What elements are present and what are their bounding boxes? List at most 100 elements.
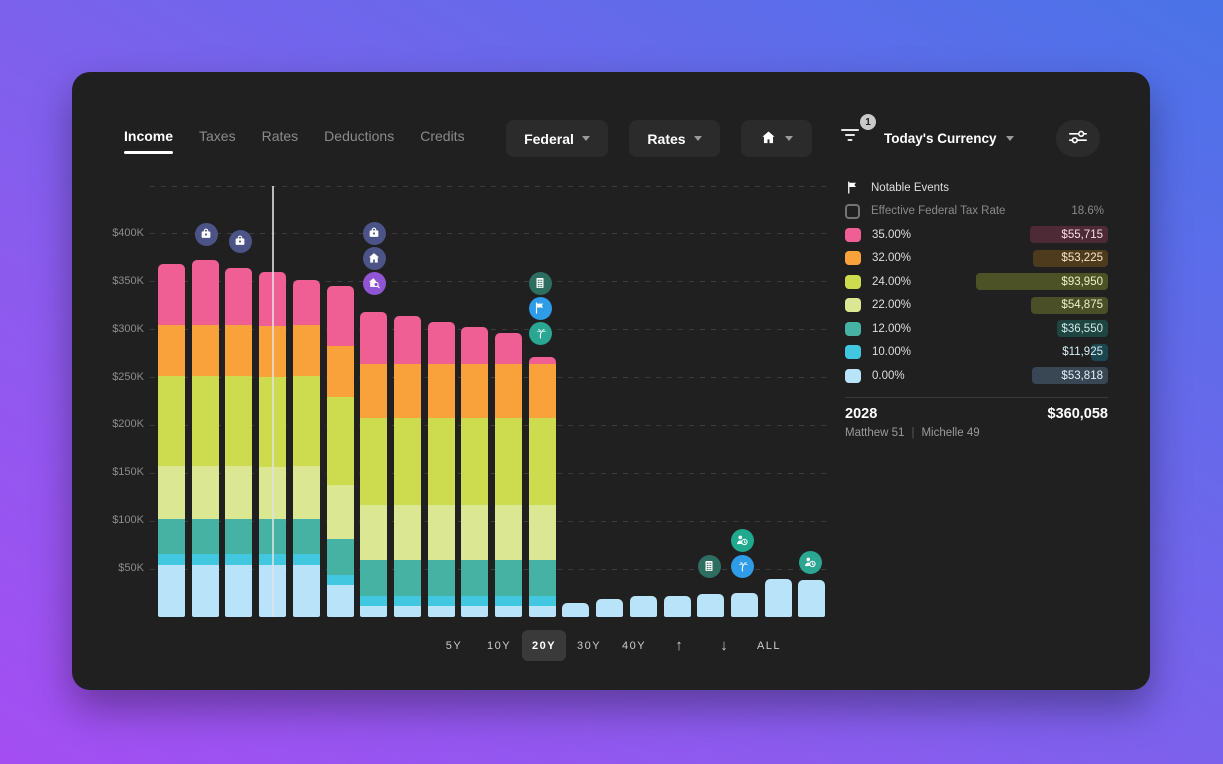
range-5y-button[interactable]: 5Y [445, 639, 463, 652]
income-bar-2038[interactable] [596, 598, 624, 617]
bar-segment [292, 325, 320, 377]
person-clock-event[interactable] [798, 550, 822, 574]
home-event[interactable] [362, 246, 386, 270]
bracket-row-24.00[interactable]: 24.00% $93,950 [845, 270, 1108, 294]
home-view-dropdown[interactable] [741, 120, 812, 157]
range-30y-button[interactable]: 30Y [576, 639, 602, 652]
house-search-event[interactable] [362, 271, 386, 295]
income-bar-2033[interactable] [427, 322, 455, 617]
tab-income[interactable]: Income [124, 128, 174, 154]
filter-count-badge: 1 [860, 114, 876, 130]
income-bar-2035[interactable] [495, 332, 522, 617]
bar-segment [326, 396, 354, 486]
bar-segment [528, 504, 556, 560]
tab-deductions[interactable]: Deductions [324, 128, 395, 144]
income-bar-2039[interactable] [629, 596, 657, 617]
gridline [150, 520, 830, 522]
income-bar-2031[interactable] [360, 312, 388, 617]
bar-segment [158, 518, 185, 554]
bracket-row-12.00[interactable]: 12.00% $36,550 [845, 317, 1108, 341]
briefcase-event[interactable] [228, 229, 252, 253]
bar-segment [158, 565, 185, 617]
gridline [150, 424, 830, 426]
building-event[interactable] [697, 554, 721, 578]
time-range-bar: 5Y 10Y 20Y 30Y 40Y ↑ ↓ ALL [432, 630, 791, 661]
bracket-amount: $11,925 [1062, 346, 1103, 359]
app-window: Income Taxes Rates Deductions Credits Federa… [72, 72, 1150, 690]
tab-taxes[interactable]: Taxes [199, 128, 236, 144]
bar-segment [393, 605, 421, 617]
income-bar-2044[interactable] [798, 580, 826, 617]
effective-rate-checkbox[interactable] [845, 203, 860, 219]
income-bar-2036[interactable] [528, 356, 556, 617]
bracket-amount: $55,715 [1061, 228, 1103, 241]
range-40y-button[interactable]: 40Y [621, 639, 647, 652]
briefcase-event[interactable] [194, 222, 218, 246]
income-bar-2030[interactable] [326, 285, 354, 617]
bracket-row-10.00[interactable]: 10.00% $11,925 [845, 341, 1108, 365]
chart-settings-button[interactable] [1056, 120, 1100, 157]
bracket-row-32.00[interactable]: 32.00% $53,225 [845, 247, 1108, 271]
income-bar-2043[interactable] [764, 578, 792, 617]
bracket-row-22.00[interactable]: 22.00% $54,875 [845, 294, 1108, 318]
filter-icon [838, 129, 862, 150]
bar-segment [461, 504, 489, 560]
tax-bracket-legend: 35.00% $55,715 32.00% $53,225 24.00% $93,950 2… [845, 223, 1108, 388]
income-bar-2025[interactable] [158, 264, 185, 617]
bar-segment [461, 559, 489, 596]
bar-segment [191, 466, 219, 519]
arrow-down-icon: ↓ [720, 637, 728, 654]
bar-segment [393, 364, 421, 418]
income-bar-2041[interactable] [697, 594, 725, 617]
name-separator: | [911, 426, 915, 439]
income-bar-2032[interactable] [393, 316, 421, 617]
income-bar-2042[interactable] [730, 593, 758, 617]
income-bar-2037[interactable] [562, 602, 590, 617]
currency-dropdown[interactable]: Today's Currency [884, 120, 1014, 157]
gridline [150, 233, 830, 235]
bracket-amount: $53,225 [1061, 252, 1103, 265]
range-20y-button[interactable]: 20Y [522, 630, 566, 661]
notable-events-row[interactable]: Notable Events [845, 176, 1108, 200]
briefcase-event[interactable] [362, 221, 386, 245]
arrow-down-button[interactable]: ↓ [702, 630, 746, 661]
person-clock-icon [735, 533, 749, 547]
bracket-row-0.00[interactable]: 0.00% $53,818 [845, 364, 1108, 388]
bar-segment [461, 326, 489, 365]
bar-segment [158, 553, 185, 566]
bracket-row-35.00[interactable]: 35.00% $55,715 [845, 223, 1108, 247]
bar-segment [495, 559, 522, 596]
income-bar-2029[interactable] [292, 280, 320, 617]
bracket-rate: 0.00% [872, 369, 905, 382]
bar-segment [326, 285, 354, 346]
federal-dropdown[interactable]: Federal [506, 120, 608, 157]
bar-segment [461, 364, 489, 418]
arrow-up-button[interactable]: ↑ [657, 630, 701, 661]
filter-button[interactable]: 1 [838, 114, 876, 156]
income-bar-2027[interactable] [225, 267, 253, 617]
y-axis-tick: $200K [112, 418, 144, 431]
palm-tree-event[interactable] [730, 554, 754, 578]
flag-icon [845, 180, 860, 195]
bar-segment [427, 595, 455, 606]
bar-segment [292, 518, 320, 554]
tab-rates[interactable]: Rates [261, 128, 299, 144]
building-event[interactable] [528, 271, 552, 295]
bar-segment [596, 598, 624, 617]
flag-event[interactable] [528, 296, 552, 320]
income-bar-2026[interactable] [191, 260, 219, 617]
income-bar-2040[interactable] [663, 596, 691, 617]
y-axis-tick: $400K [112, 226, 144, 239]
palm-tree-event[interactable] [528, 321, 552, 345]
effective-rate-row[interactable]: Effective Federal Tax Rate 18.6% [845, 200, 1108, 224]
bracket-amount-pill [1032, 367, 1108, 385]
rates-dropdown[interactable]: Rates [629, 120, 720, 157]
range-all-button[interactable]: ALL [756, 639, 782, 652]
person-clock-event[interactable] [730, 528, 754, 552]
bracket-amount-pill [1091, 343, 1108, 361]
range-10y-button[interactable]: 10Y [486, 639, 512, 652]
income-bar-2034[interactable] [461, 326, 489, 617]
tab-credits[interactable]: Credits [420, 128, 465, 144]
bar-segment [427, 364, 455, 418]
